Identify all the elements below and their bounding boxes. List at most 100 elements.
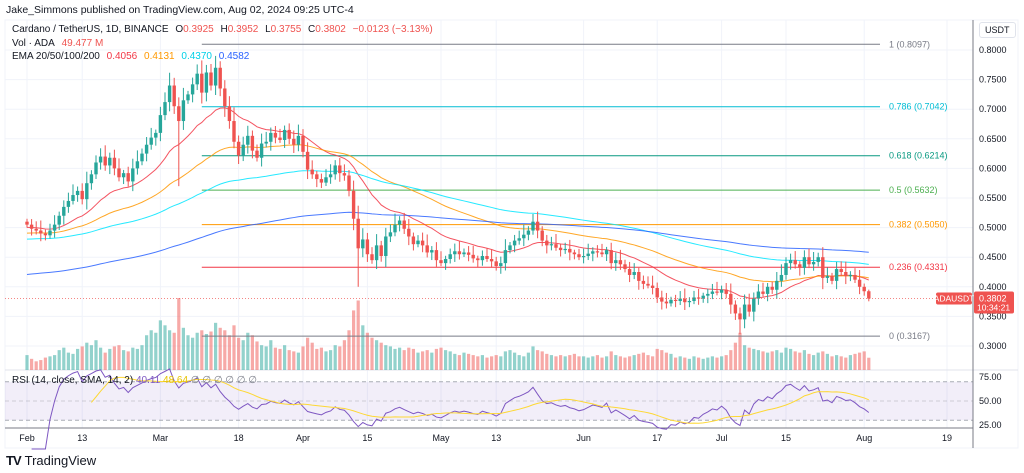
volume-bar xyxy=(522,356,526,370)
rsi-axis-label: 75.00 xyxy=(979,372,1002,382)
volume-bar xyxy=(163,325,167,370)
candle-body xyxy=(526,230,531,235)
candle-body xyxy=(52,224,57,231)
candle-body xyxy=(443,258,448,264)
candle-body xyxy=(761,291,765,294)
price-axis-label: 0.6000 xyxy=(979,163,1007,173)
volume-bar xyxy=(641,352,645,370)
candle-body xyxy=(554,244,558,248)
volume-bar xyxy=(798,352,802,370)
volume-bar xyxy=(706,357,710,370)
volume-bar xyxy=(766,352,770,370)
volume-label[interactable]: Vol · ADA xyxy=(12,38,55,49)
time-axis-label: 18 xyxy=(234,433,244,443)
ema-label[interactable]: EMA 20/50/100/200 xyxy=(12,51,100,62)
candle-body xyxy=(397,220,402,225)
volume-bar xyxy=(283,345,287,370)
candle-body xyxy=(163,102,167,116)
candle-body xyxy=(531,221,535,231)
candle-body xyxy=(154,132,158,138)
candle-body xyxy=(618,260,623,265)
bar-countdown: 10:34:21 xyxy=(977,303,1010,313)
candle-body xyxy=(34,228,38,231)
rsi-axis-label: 50.00 xyxy=(979,396,1002,406)
candle-body xyxy=(614,260,618,264)
candle-body xyxy=(140,153,144,162)
symbol-name[interactable]: Cardano / TetherUS, 1D, BINANCE xyxy=(12,24,169,35)
candle-body xyxy=(338,165,342,174)
candle-body xyxy=(660,297,664,302)
candle-body xyxy=(71,195,75,201)
candle-body xyxy=(719,289,724,293)
candle-body xyxy=(333,165,337,175)
candle-body xyxy=(733,304,738,314)
tradingview-logo[interactable]: TV TradingView xyxy=(6,453,96,468)
fib-level-label: 0.618 (0.6214) xyxy=(889,151,948,161)
candle-body xyxy=(29,224,34,229)
candle-body xyxy=(278,137,282,140)
volume-bar xyxy=(586,357,590,370)
candle-body xyxy=(710,291,715,294)
volume-bar xyxy=(572,353,576,370)
candle-body xyxy=(158,115,163,133)
candle-body xyxy=(770,286,774,290)
currency-button[interactable]: USDT xyxy=(979,22,1016,38)
volume-bar xyxy=(43,357,47,370)
candle-body xyxy=(186,94,190,101)
candle-body xyxy=(287,129,291,139)
volume-bar xyxy=(476,356,480,370)
candle-body xyxy=(204,72,209,93)
candle-body xyxy=(549,244,554,246)
volume-bar xyxy=(25,355,29,370)
volume-bar xyxy=(605,356,609,370)
volume-bar xyxy=(770,351,774,370)
volume-bar xyxy=(609,351,613,370)
volume-bar xyxy=(816,352,820,370)
volume-bar xyxy=(591,356,595,370)
volume-bar xyxy=(503,351,507,370)
candle-body xyxy=(756,291,761,299)
candle-body xyxy=(259,143,264,158)
candle-body xyxy=(98,156,103,163)
candle-body xyxy=(62,206,66,216)
candle-body xyxy=(765,286,770,294)
candle-body xyxy=(512,240,517,246)
ema-legend: EMA 20/50/100/200 0.4056 0.4131 0.4370 0… xyxy=(12,51,253,62)
candle-body xyxy=(365,239,370,255)
candle-body xyxy=(839,269,843,272)
volume-bar xyxy=(853,353,857,370)
price-axis-label: 0.7000 xyxy=(979,104,1007,114)
volume-bar xyxy=(34,361,38,370)
candle-body xyxy=(788,260,793,264)
open-value: 0.3925 xyxy=(183,24,214,35)
volume-bar xyxy=(733,342,737,370)
volume-bar xyxy=(444,350,448,370)
candle-body xyxy=(706,293,710,296)
volume-bar xyxy=(738,332,742,370)
candle-body xyxy=(664,301,669,304)
candle-body xyxy=(848,274,853,277)
candle-body xyxy=(305,151,310,170)
volume-bar xyxy=(71,353,75,370)
candle-body xyxy=(742,304,747,320)
candle-body xyxy=(568,248,572,253)
candle-body xyxy=(600,252,604,255)
volume-bar xyxy=(108,348,112,370)
price-axis-label: 0.6500 xyxy=(979,134,1007,144)
candle-body xyxy=(650,285,655,288)
rsi-label[interactable]: RSI (14, close, SMA, 14, 2) xyxy=(12,375,134,386)
brand-name: TradingView xyxy=(24,453,97,468)
price-axis-label: 0.8000 xyxy=(979,45,1007,55)
time-axis-label: Aug xyxy=(856,433,872,443)
candle-body xyxy=(807,257,811,265)
fib-level-label: 0.382 (0.5050) xyxy=(889,220,948,230)
candle-body xyxy=(108,157,112,166)
candle-body xyxy=(315,174,319,180)
candle-body xyxy=(853,274,857,280)
candle-body xyxy=(416,240,420,245)
volume-bar xyxy=(439,347,443,370)
candle-body xyxy=(784,263,788,275)
volume-bar xyxy=(563,356,567,370)
candle-body xyxy=(319,179,324,183)
